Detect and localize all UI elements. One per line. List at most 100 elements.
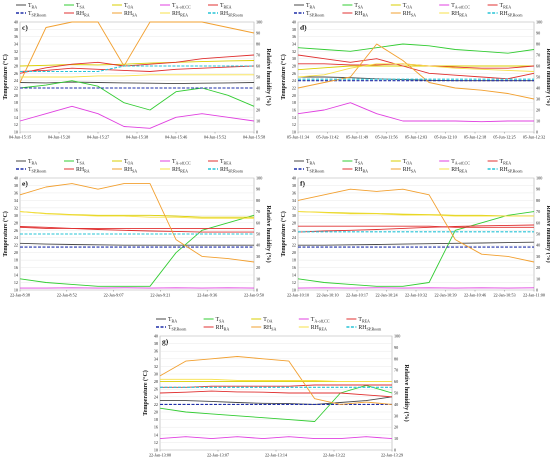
- series-line-rh-ra: [298, 225, 534, 228]
- legend-label-sub: A-off,CC: [455, 5, 470, 11]
- legend-label-main: T: [124, 3, 128, 9]
- legend-label-main: T: [28, 3, 32, 9]
- y-tick-label: 28: [14, 220, 18, 225]
- x-tick-label: 04-Jun-15:46: [165, 135, 187, 140]
- legend-label-sub: RA: [32, 5, 38, 10]
- legend-label: TRA: [28, 159, 37, 166]
- y-tick-label: 28: [14, 64, 18, 69]
- legend-label-main: T: [220, 159, 224, 165]
- y2-tick-label: 40: [256, 243, 260, 248]
- y-axis-title: Temperature (°C): [2, 211, 9, 257]
- legend-label-sub: A-off,CC: [455, 161, 470, 167]
- legend-label-sub: SA: [80, 161, 85, 166]
- x-tick-label: 04-Jun-15:27: [87, 135, 109, 140]
- x-tick-label: 04-Jun-15:38: [126, 135, 148, 140]
- y-axis-title: Temperature (°C): [280, 54, 287, 100]
- y2-tick-label: 0: [536, 288, 538, 293]
- x-tick-label: 22-Jan-9:36: [197, 293, 217, 298]
- y-tick-label: 10: [14, 130, 18, 135]
- y-tick-label: 36: [292, 34, 296, 39]
- legend-label: TA-off,CC: [172, 3, 191, 11]
- x-tick-label: 04-Jun-15:15: [9, 135, 31, 140]
- legend-label: TOA: [403, 3, 412, 10]
- legend-label-sub: OA: [406, 5, 412, 10]
- series-line-t-oa: [297, 65, 534, 71]
- legend-label-main: T: [28, 11, 32, 17]
- y-tick-label: 20: [14, 250, 18, 255]
- x-tick-label: 22-Jan-10:10: [287, 293, 309, 298]
- legend-label-main: RH: [216, 325, 225, 331]
- legend-label: RHSA: [124, 11, 137, 18]
- legend-label-sub: RA: [32, 161, 38, 166]
- legend-label-main: RH: [354, 11, 363, 17]
- legend-label-main: T: [172, 3, 176, 9]
- y2-tick-label: 0: [256, 288, 258, 293]
- legend-label-sub: OA: [267, 319, 273, 324]
- y2-tick-label: 30: [256, 254, 260, 259]
- panel-label: g): [162, 337, 169, 346]
- legend-label: TSA: [76, 159, 85, 166]
- y2-axis-title: Relative humidity (%): [265, 48, 272, 105]
- legend-label: TOA: [403, 159, 412, 166]
- y2-tick-label: 70: [256, 209, 260, 214]
- legend-label: TOA: [124, 159, 133, 166]
- series-line-t-a-off-cc: [19, 105, 255, 129]
- x-tick-label: 22-Jan-9:50: [244, 293, 264, 298]
- x-tick-label: 22-Jan-13:22: [323, 453, 345, 458]
- legend-label-sub: OA: [128, 161, 134, 166]
- series-line-rh-sa: [19, 183, 255, 263]
- legend-label-sub: SA: [358, 5, 363, 10]
- y2-tick-label: 80: [536, 198, 540, 203]
- series-line-rh-sp-room: [20, 65, 254, 73]
- x-tick-label: 22-Jan-8:38: [10, 293, 30, 298]
- y2-tick-label: 30: [256, 97, 260, 102]
- legend-label-main: RH: [124, 11, 133, 17]
- x-tick-label: 22-Jan-13:14: [265, 453, 288, 458]
- legend-label: RHREA: [172, 167, 188, 174]
- y2-tick-label: 100: [536, 176, 542, 181]
- y-axis-title: Temperature (°C): [142, 370, 149, 416]
- x-tick-label: 22-Jan-9:21: [150, 293, 170, 298]
- y2-tick-label: 70: [394, 368, 398, 373]
- legend-label: TA-off,CC: [451, 3, 470, 11]
- legend-label-sub: SA: [219, 319, 224, 324]
- legend-label-main: T: [403, 159, 407, 165]
- x-tick-label: 05-Jun-11:34: [287, 135, 310, 140]
- y-tick-label: 20: [14, 93, 18, 98]
- panel-label: c): [22, 23, 28, 32]
- panel-label: d): [300, 23, 307, 32]
- series-line-rh-sa: [297, 188, 535, 263]
- y-tick-label: 10: [292, 288, 296, 293]
- y-tick-label: 24: [14, 235, 19, 240]
- legend-label-sub: SP,Room: [508, 169, 524, 175]
- legend-label-main: RH: [403, 11, 412, 17]
- series-line-t-sa: [19, 214, 255, 287]
- y-tick-label: 36: [14, 190, 18, 195]
- y2-tick-label: 90: [536, 31, 540, 36]
- legend-label-sub: RA: [310, 161, 316, 166]
- series-line-t-rea: [297, 224, 535, 233]
- x-tick-label: 05-Jun-12:32: [523, 135, 545, 140]
- legend-label-main: T: [306, 3, 310, 9]
- series-line-t-rea: [159, 390, 393, 398]
- y-tick-label: 34: [14, 198, 19, 203]
- legend-label-main: RH: [172, 167, 181, 173]
- legend-label: RHSP,Room: [358, 325, 382, 333]
- x-tick-label: 05-Jun-11:49: [346, 135, 368, 140]
- y-tick-label: 38: [292, 183, 296, 188]
- legend-label-sub: REA: [319, 327, 327, 332]
- y-tick-label: 10: [292, 130, 296, 135]
- y-tick-label: 22: [292, 86, 296, 91]
- legend-label-sub: RA: [362, 169, 368, 174]
- y-tick-label: 26: [292, 71, 296, 76]
- y2-axis-title: Relative humidity (%): [265, 205, 272, 262]
- legend-label-main: T: [306, 167, 310, 173]
- legend-label-main: RH: [403, 167, 412, 173]
- y-tick-label: 32: [292, 205, 296, 210]
- legend-label-main: T: [500, 159, 504, 165]
- series-line-rh-rea: [297, 211, 534, 217]
- y2-tick-label: 90: [536, 187, 540, 192]
- y2-tick-label: 40: [536, 243, 540, 248]
- y-tick-label: 38: [14, 27, 18, 32]
- legend-label-main: T: [28, 159, 32, 165]
